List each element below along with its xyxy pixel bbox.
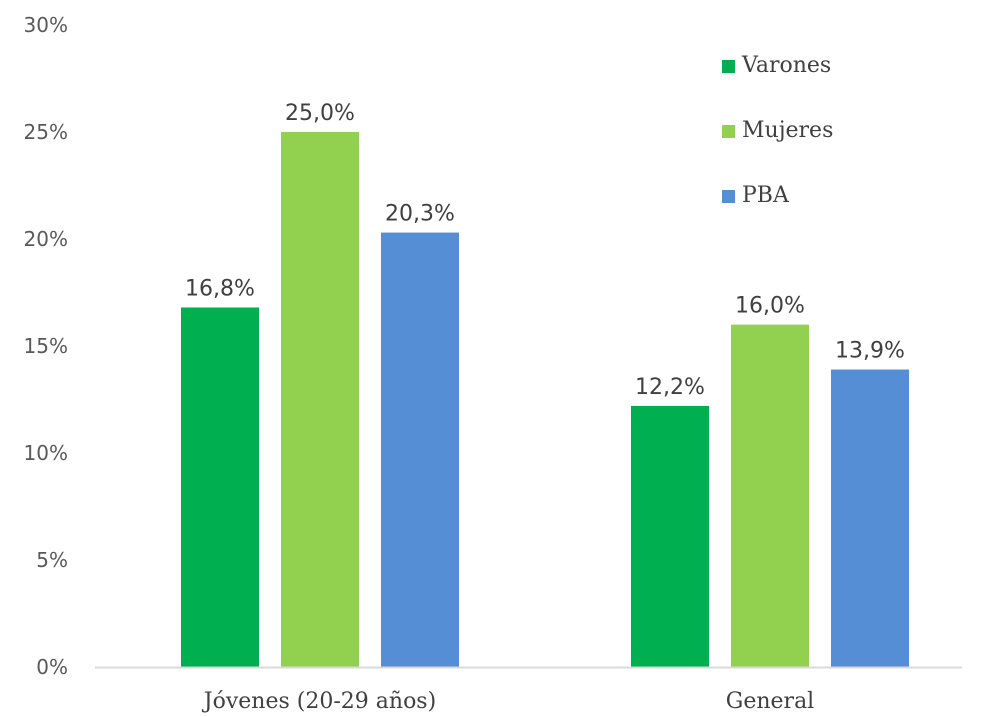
bar-varones-general xyxy=(631,405,709,667)
data-label: 16,8% xyxy=(185,276,255,301)
legend-label-pba: PBA xyxy=(742,183,790,208)
data-label: 16,0% xyxy=(735,294,805,319)
y-tick-label: 5% xyxy=(36,548,68,572)
bar-varones-jovenes xyxy=(181,307,259,667)
y-tick-label: 25% xyxy=(24,120,68,144)
bar-mujeres-general xyxy=(731,324,809,667)
data-labels: 16,8% 25,0% 20,3% 12,2% 16,0% 13,9% xyxy=(185,101,905,400)
category-label: General xyxy=(726,689,814,714)
legend-swatch-varones xyxy=(722,60,735,73)
y-axis-ticks: 0% 5% 10% 15% 20% 25% 30% xyxy=(24,13,68,679)
data-label: 12,2% xyxy=(635,375,705,400)
y-tick-label: 15% xyxy=(24,334,68,358)
legend-swatch-pba xyxy=(722,190,735,203)
legend-label-mujeres: Mujeres xyxy=(742,118,833,143)
y-tick-label: 0% xyxy=(36,655,68,679)
x-axis-category-labels: Jóvenes (20-29 años) General xyxy=(202,689,814,714)
data-label: 13,9% xyxy=(835,339,905,364)
bar-pba-general xyxy=(831,369,909,667)
category-label: Jóvenes (20-29 años) xyxy=(202,689,436,714)
legend-label-varones: Varones xyxy=(741,53,831,78)
data-label: 25,0% xyxy=(285,101,355,126)
bars xyxy=(181,132,909,667)
bar-pba-jovenes xyxy=(381,232,459,667)
legend-swatch-mujeres xyxy=(722,125,735,138)
y-tick-label: 10% xyxy=(24,441,68,465)
y-tick-label: 20% xyxy=(24,227,68,251)
data-label: 20,3% xyxy=(385,202,455,227)
y-tick-label: 30% xyxy=(24,13,68,37)
legend: Varones Mujeres PBA xyxy=(722,53,833,208)
bar-mujeres-jovenes xyxy=(281,132,359,667)
